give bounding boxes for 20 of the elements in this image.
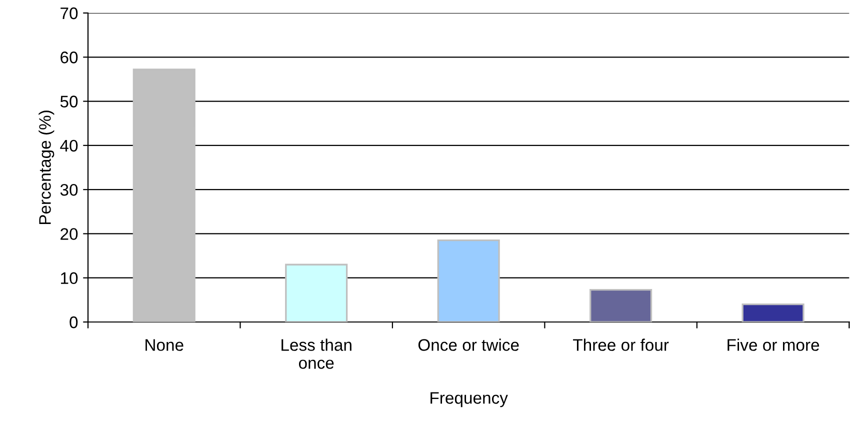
bar <box>285 264 348 322</box>
x-tick-label: Five or more <box>728 338 820 351</box>
y-tick-label: 0 <box>70 316 78 328</box>
bar <box>590 288 652 322</box>
y-tick-label: 30 <box>60 184 78 196</box>
bar <box>742 304 804 322</box>
x-tick-label: Less than once <box>282 338 352 369</box>
y-tick-label: 60 <box>60 52 78 64</box>
x-axis-title: Frequency <box>430 392 508 408</box>
y-axis-title: Percentage (%) <box>38 110 54 224</box>
y-tick-label: 40 <box>60 140 78 152</box>
x-tick-label: Three or four <box>573 338 669 351</box>
y-tick-label: 10 <box>61 272 78 284</box>
bar <box>437 240 500 322</box>
y-tick-label: 20 <box>60 228 78 240</box>
x-tick-label: None <box>146 339 184 351</box>
y-tick-label: 70 <box>60 7 78 20</box>
x-tick-label: Once or twice <box>418 338 519 351</box>
bar <box>132 68 196 322</box>
y-tick-label: 50 <box>60 96 78 108</box>
